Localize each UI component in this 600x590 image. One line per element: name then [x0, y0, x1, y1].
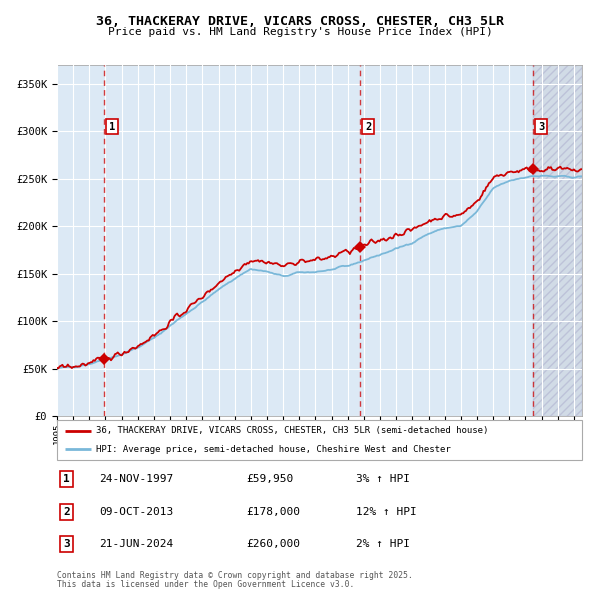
Text: 24-NOV-1997: 24-NOV-1997 [99, 474, 173, 484]
Bar [533, 65, 582, 416]
Text: £260,000: £260,000 [246, 539, 300, 549]
Text: 21-JUN-2024: 21-JUN-2024 [99, 539, 173, 549]
Text: 09-OCT-2013: 09-OCT-2013 [99, 507, 173, 517]
Text: 1: 1 [63, 474, 70, 484]
Text: HPI: Average price, semi-detached house, Cheshire West and Chester: HPI: Average price, semi-detached house,… [97, 445, 451, 454]
Text: 2: 2 [63, 507, 70, 517]
Text: £178,000: £178,000 [246, 507, 300, 517]
Text: £59,950: £59,950 [246, 474, 293, 484]
FancyBboxPatch shape [57, 420, 582, 460]
Text: 3: 3 [538, 122, 544, 132]
Text: 36, THACKERAY DRIVE, VICARS CROSS, CHESTER, CH3 5LR (semi-detached house): 36, THACKERAY DRIVE, VICARS CROSS, CHEST… [97, 427, 489, 435]
Text: 36, THACKERAY DRIVE, VICARS CROSS, CHESTER, CH3 5LR: 36, THACKERAY DRIVE, VICARS CROSS, CHEST… [96, 15, 504, 28]
Text: 3% ↑ HPI: 3% ↑ HPI [356, 474, 410, 484]
Text: 2: 2 [365, 122, 371, 132]
Text: 2% ↑ HPI: 2% ↑ HPI [356, 539, 410, 549]
Text: 3: 3 [63, 539, 70, 549]
Text: Contains HM Land Registry data © Crown copyright and database right 2025.: Contains HM Land Registry data © Crown c… [57, 571, 413, 580]
Text: This data is licensed under the Open Government Licence v3.0.: This data is licensed under the Open Gov… [57, 579, 355, 589]
Text: 12% ↑ HPI: 12% ↑ HPI [356, 507, 417, 517]
Text: 1: 1 [109, 122, 115, 132]
Text: Price paid vs. HM Land Registry's House Price Index (HPI): Price paid vs. HM Land Registry's House … [107, 28, 493, 37]
